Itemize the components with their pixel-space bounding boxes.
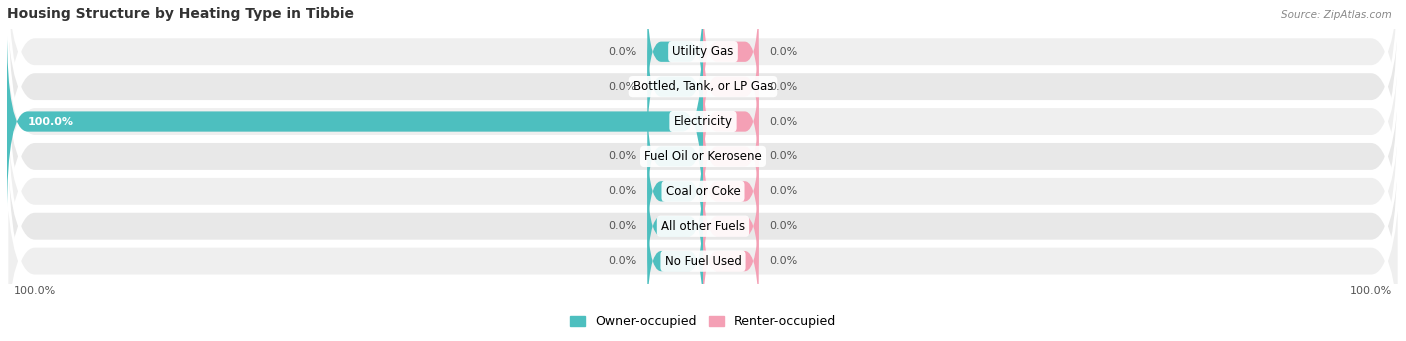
Text: Housing Structure by Heating Type in Tibbie: Housing Structure by Heating Type in Tib… bbox=[7, 7, 354, 21]
FancyBboxPatch shape bbox=[703, 166, 759, 286]
FancyBboxPatch shape bbox=[703, 62, 759, 181]
FancyBboxPatch shape bbox=[647, 132, 703, 251]
FancyBboxPatch shape bbox=[703, 132, 759, 251]
Text: 0.0%: 0.0% bbox=[769, 151, 797, 161]
Text: 0.0%: 0.0% bbox=[609, 47, 637, 57]
Text: 0.0%: 0.0% bbox=[769, 186, 797, 196]
Text: 100.0%: 100.0% bbox=[14, 285, 56, 296]
Text: 0.0%: 0.0% bbox=[769, 81, 797, 92]
FancyBboxPatch shape bbox=[703, 0, 759, 112]
FancyBboxPatch shape bbox=[7, 0, 1399, 211]
FancyBboxPatch shape bbox=[647, 166, 703, 286]
Text: 0.0%: 0.0% bbox=[769, 256, 797, 266]
Text: Source: ZipAtlas.com: Source: ZipAtlas.com bbox=[1281, 10, 1392, 20]
Text: Fuel Oil or Kerosene: Fuel Oil or Kerosene bbox=[644, 150, 762, 163]
FancyBboxPatch shape bbox=[647, 97, 703, 216]
FancyBboxPatch shape bbox=[7, 66, 1399, 316]
FancyBboxPatch shape bbox=[7, 0, 1399, 246]
FancyBboxPatch shape bbox=[703, 27, 759, 146]
FancyBboxPatch shape bbox=[7, 136, 1399, 341]
Text: 100.0%: 100.0% bbox=[28, 117, 75, 127]
FancyBboxPatch shape bbox=[647, 27, 703, 146]
Legend: Owner-occupied, Renter-occupied: Owner-occupied, Renter-occupied bbox=[565, 310, 841, 333]
FancyBboxPatch shape bbox=[703, 202, 759, 321]
Text: Utility Gas: Utility Gas bbox=[672, 45, 734, 58]
Text: No Fuel Used: No Fuel Used bbox=[665, 255, 741, 268]
Text: All other Fuels: All other Fuels bbox=[661, 220, 745, 233]
Text: 0.0%: 0.0% bbox=[609, 81, 637, 92]
Text: 0.0%: 0.0% bbox=[609, 186, 637, 196]
FancyBboxPatch shape bbox=[7, 32, 1399, 281]
Text: 0.0%: 0.0% bbox=[609, 151, 637, 161]
FancyBboxPatch shape bbox=[647, 202, 703, 321]
Text: 0.0%: 0.0% bbox=[769, 117, 797, 127]
Text: 0.0%: 0.0% bbox=[609, 256, 637, 266]
Text: Coal or Coke: Coal or Coke bbox=[665, 185, 741, 198]
Text: 0.0%: 0.0% bbox=[769, 47, 797, 57]
FancyBboxPatch shape bbox=[7, 0, 1399, 177]
FancyBboxPatch shape bbox=[7, 27, 703, 216]
Text: Electricity: Electricity bbox=[673, 115, 733, 128]
Text: 100.0%: 100.0% bbox=[1350, 285, 1392, 296]
FancyBboxPatch shape bbox=[7, 102, 1399, 341]
Text: 0.0%: 0.0% bbox=[769, 221, 797, 231]
Text: 0.0%: 0.0% bbox=[609, 221, 637, 231]
Text: Bottled, Tank, or LP Gas: Bottled, Tank, or LP Gas bbox=[633, 80, 773, 93]
FancyBboxPatch shape bbox=[647, 0, 703, 112]
FancyBboxPatch shape bbox=[703, 97, 759, 216]
